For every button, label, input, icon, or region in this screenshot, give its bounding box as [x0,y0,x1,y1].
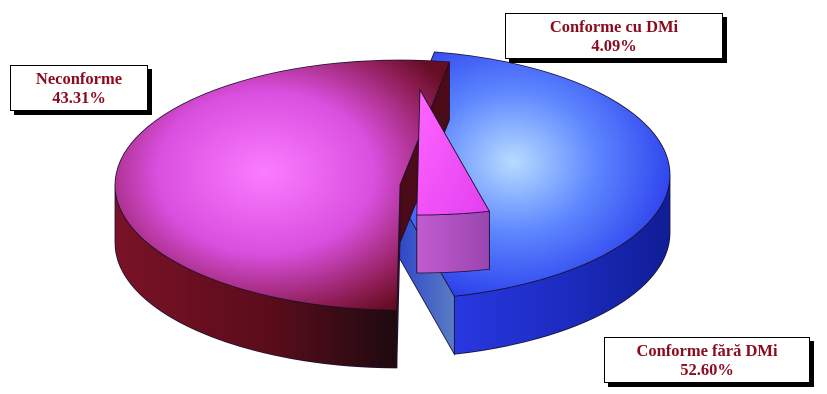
slice-label-conforme-fara-dmi: Conforme fără DMi 52.60% [604,337,810,383]
pie-slice-conforme-cu-dmi-side [416,210,490,274]
slice-label-neconforme: Neconforme 43.31% [10,65,148,111]
pie-slice-conforme-cu-dmi [416,88,491,274]
pie-slice-conforme-fara-dmi [114,59,451,369]
slice-value-conforme-fara-dmi: 52.60% [680,360,734,379]
slice-label-conforme-cu-dmi: Conforme cu DMi 4.09% [505,13,723,59]
slice-value-neconforme: 43.31% [52,88,106,107]
slice-name-conforme-cu-dmi: Conforme cu DMi [549,17,679,36]
pie-slices-group [114,51,671,369]
pie-slice-conforme-fara-dmi-top [114,59,451,311]
pie-slice-conforme-cu-dmi-top [416,88,491,216]
slice-name-neconforme: Neconforme [35,69,123,88]
slice-value-conforme-cu-dmi: 4.09% [591,36,637,55]
slice-name-conforme-fara-dmi: Conforme fără DMi [636,341,778,360]
